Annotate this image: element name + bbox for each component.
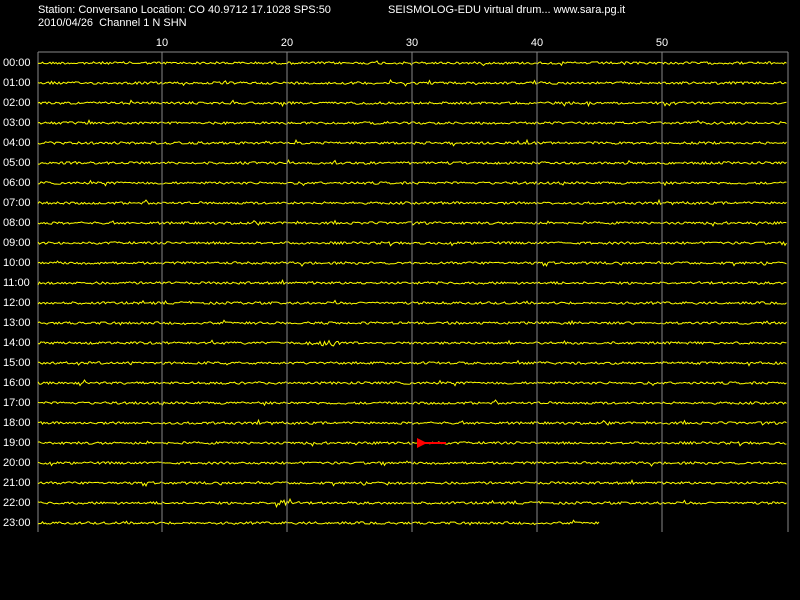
hour-label: 08:00 <box>3 217 31 229</box>
minute-label: 30 <box>406 37 418 49</box>
hour-label: 03:00 <box>3 117 31 129</box>
hour-label: 10:00 <box>3 257 31 269</box>
hour-label: 14:00 <box>3 337 31 349</box>
hour-label: 18:00 <box>3 417 31 429</box>
hour-label: 07:00 <box>3 197 31 209</box>
hour-label: 13:00 <box>3 317 31 329</box>
hour-label: 20:00 <box>3 457 31 469</box>
date-line: 2010/04/26 Channel 1 N SHN <box>38 17 187 29</box>
hour-label: 06:00 <box>3 177 31 189</box>
hour-label: 15:00 <box>3 357 31 369</box>
minute-label: 50 <box>656 37 668 49</box>
hour-label: 21:00 <box>3 477 31 489</box>
hour-label: 00:00 <box>3 57 31 69</box>
minute-label: 10 <box>156 37 168 49</box>
hour-label: 01:00 <box>3 77 31 89</box>
station-line: Station: Conversano Location: CO 40.9712… <box>38 4 331 16</box>
hour-label: 05:00 <box>3 157 31 169</box>
hour-label: 11:00 <box>3 277 30 289</box>
hour-label: 12:00 <box>3 297 31 309</box>
hour-label: 02:00 <box>3 97 31 109</box>
hour-label: 09:00 <box>3 237 31 249</box>
hour-label: 17:00 <box>3 397 31 409</box>
trace <box>37 519 600 526</box>
title: SEISMOLOG-EDU virtual drum... www.sara.p… <box>388 4 625 16</box>
minute-label: 40 <box>531 37 543 49</box>
hour-label: 23:00 <box>3 517 31 529</box>
hour-label: 19:00 <box>3 437 31 449</box>
minute-label: 20 <box>281 37 293 49</box>
hour-label: 04:00 <box>3 137 31 149</box>
hour-label: 22:00 <box>3 497 31 509</box>
hour-label: 16:00 <box>3 377 31 389</box>
